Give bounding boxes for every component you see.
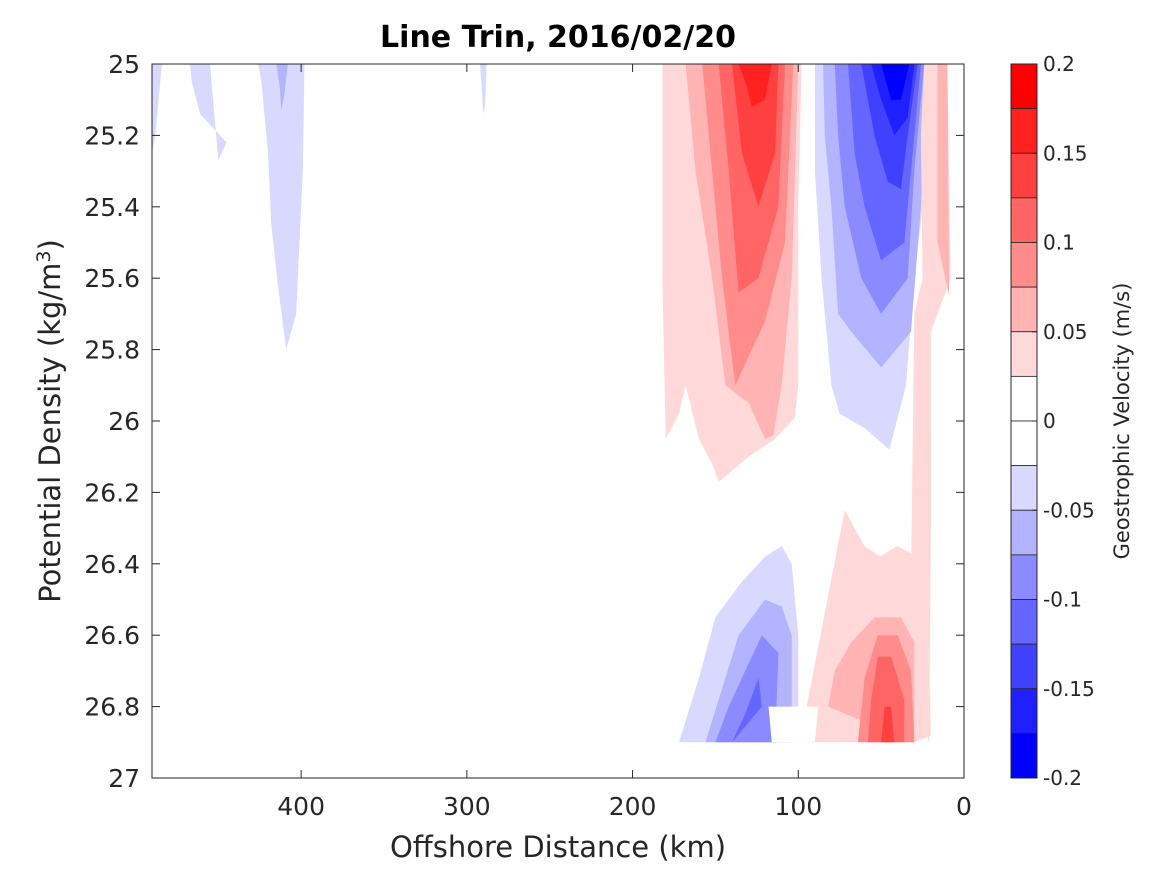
- region-lower-blue-4: [732, 678, 762, 743]
- y-tick-label: 26.2: [84, 478, 140, 507]
- x-tick-label: 300: [443, 792, 491, 821]
- y-tick-label: 26.8: [84, 693, 140, 722]
- region-left-blue-3: [258, 64, 305, 350]
- y-axis-title-base: Potential Density (kg/m: [33, 263, 67, 603]
- y-tick-label: 25: [108, 50, 140, 79]
- colorbar-level: [1010, 108, 1038, 154]
- region-upper-red-6: [738, 64, 772, 107]
- region-left-blue-1: [152, 64, 162, 154]
- colorbar-level: [1010, 599, 1038, 645]
- y-tick-label: 25.2: [84, 121, 140, 150]
- region-coastal-red-2: [937, 64, 950, 296]
- y-tick-label: 25.4: [84, 193, 140, 222]
- y-tick-label: 25.6: [84, 264, 140, 293]
- colorbar-level: [1010, 420, 1038, 467]
- x-tick-label: 200: [609, 792, 657, 821]
- colorbar-level: [1010, 63, 1038, 110]
- x-tick-label: 100: [774, 792, 822, 821]
- colorbar-level: [1010, 509, 1038, 556]
- colorbar-level: [1010, 197, 1038, 243]
- colorbar-level: [1010, 643, 1038, 690]
- region-bottom-blank: [768, 706, 819, 743]
- y-tick-label: 26.6: [84, 621, 140, 650]
- colorbar-title: Geostrophic Velocity (m/s): [1110, 283, 1134, 560]
- colorbar-ticks: 0.2 0.15 0.1 0.05 0 -0.05 -0.1 -0.15 -0.2: [1032, 52, 1095, 790]
- colorbar-level: [1010, 286, 1038, 333]
- colorbar-levels: [1010, 63, 1038, 779]
- contour-regions: [152, 64, 951, 743]
- x-axis-title: Offshore Distance (km): [390, 830, 726, 864]
- colorbar-level: [1010, 465, 1038, 511]
- y-tick-label: 26.4: [84, 550, 140, 579]
- colorbar-level: [1010, 331, 1038, 377]
- chart-title: Line Trin, 2016/02/20: [380, 20, 736, 55]
- colorbar-tick-label: 0.1: [1043, 231, 1075, 255]
- colorbar-tick-label: -0.05: [1043, 498, 1095, 522]
- colorbar-level: [1010, 375, 1038, 422]
- x-tick-label: 400: [277, 792, 325, 821]
- y-axis-ticks: 25 25.2 25.4 25.6 25.8 26 26.2 26.4 26.6 26.8 27: [84, 50, 964, 793]
- region-blue-speck: [480, 64, 487, 114]
- colorbar-level: [1010, 242, 1038, 288]
- region-left-blue-2: [190, 64, 227, 161]
- colorbar-level: [1010, 152, 1038, 199]
- colorbar-tick-label: 0.05: [1043, 320, 1088, 344]
- colorbar-tick-label: 0.2: [1043, 52, 1075, 76]
- y-tick-label: 26: [108, 407, 140, 436]
- x-axis-ticks: 400 300 200 100 0: [277, 64, 972, 821]
- region-lower-red-5: [881, 706, 895, 743]
- colorbar-tick-label: 0.15: [1043, 141, 1088, 165]
- y-tick-label: 27: [108, 764, 140, 793]
- colorbar-tick-label: -0.15: [1043, 677, 1095, 701]
- colorbar-tick-label: -0.2: [1043, 766, 1082, 790]
- region-lower-red-4: [867, 656, 905, 743]
- region-upper-blue-7: [881, 64, 910, 100]
- plot-area: 400 300 200 100 0 25 25.2 25.4 25.6 25.8 26 26.2 26…: [84, 50, 972, 821]
- region-lower-blue-3: [715, 635, 779, 743]
- colorbar-level: [1010, 554, 1038, 600]
- colorbar-tick-label: -0.1: [1043, 588, 1082, 612]
- y-axis-title: Potential Density (kg/m3): [33, 239, 67, 603]
- region-left-blue-4: [276, 64, 288, 111]
- colorbar-level: [1010, 732, 1038, 779]
- region-upper-red-5: [732, 64, 779, 207]
- y-tick-label: 25.8: [84, 336, 140, 365]
- y-axis-title-close: ): [33, 239, 67, 250]
- y-axis-title-superscript: 3: [33, 250, 55, 262]
- colorbar-level: [1010, 688, 1038, 734]
- colorbar: 0.2 0.15 0.1 0.05 0 -0.05 -0.1 -0.15 -0.2: [1010, 52, 1095, 790]
- colorbar-tick-label: 0: [1043, 409, 1056, 433]
- x-tick-label: 0: [956, 792, 972, 821]
